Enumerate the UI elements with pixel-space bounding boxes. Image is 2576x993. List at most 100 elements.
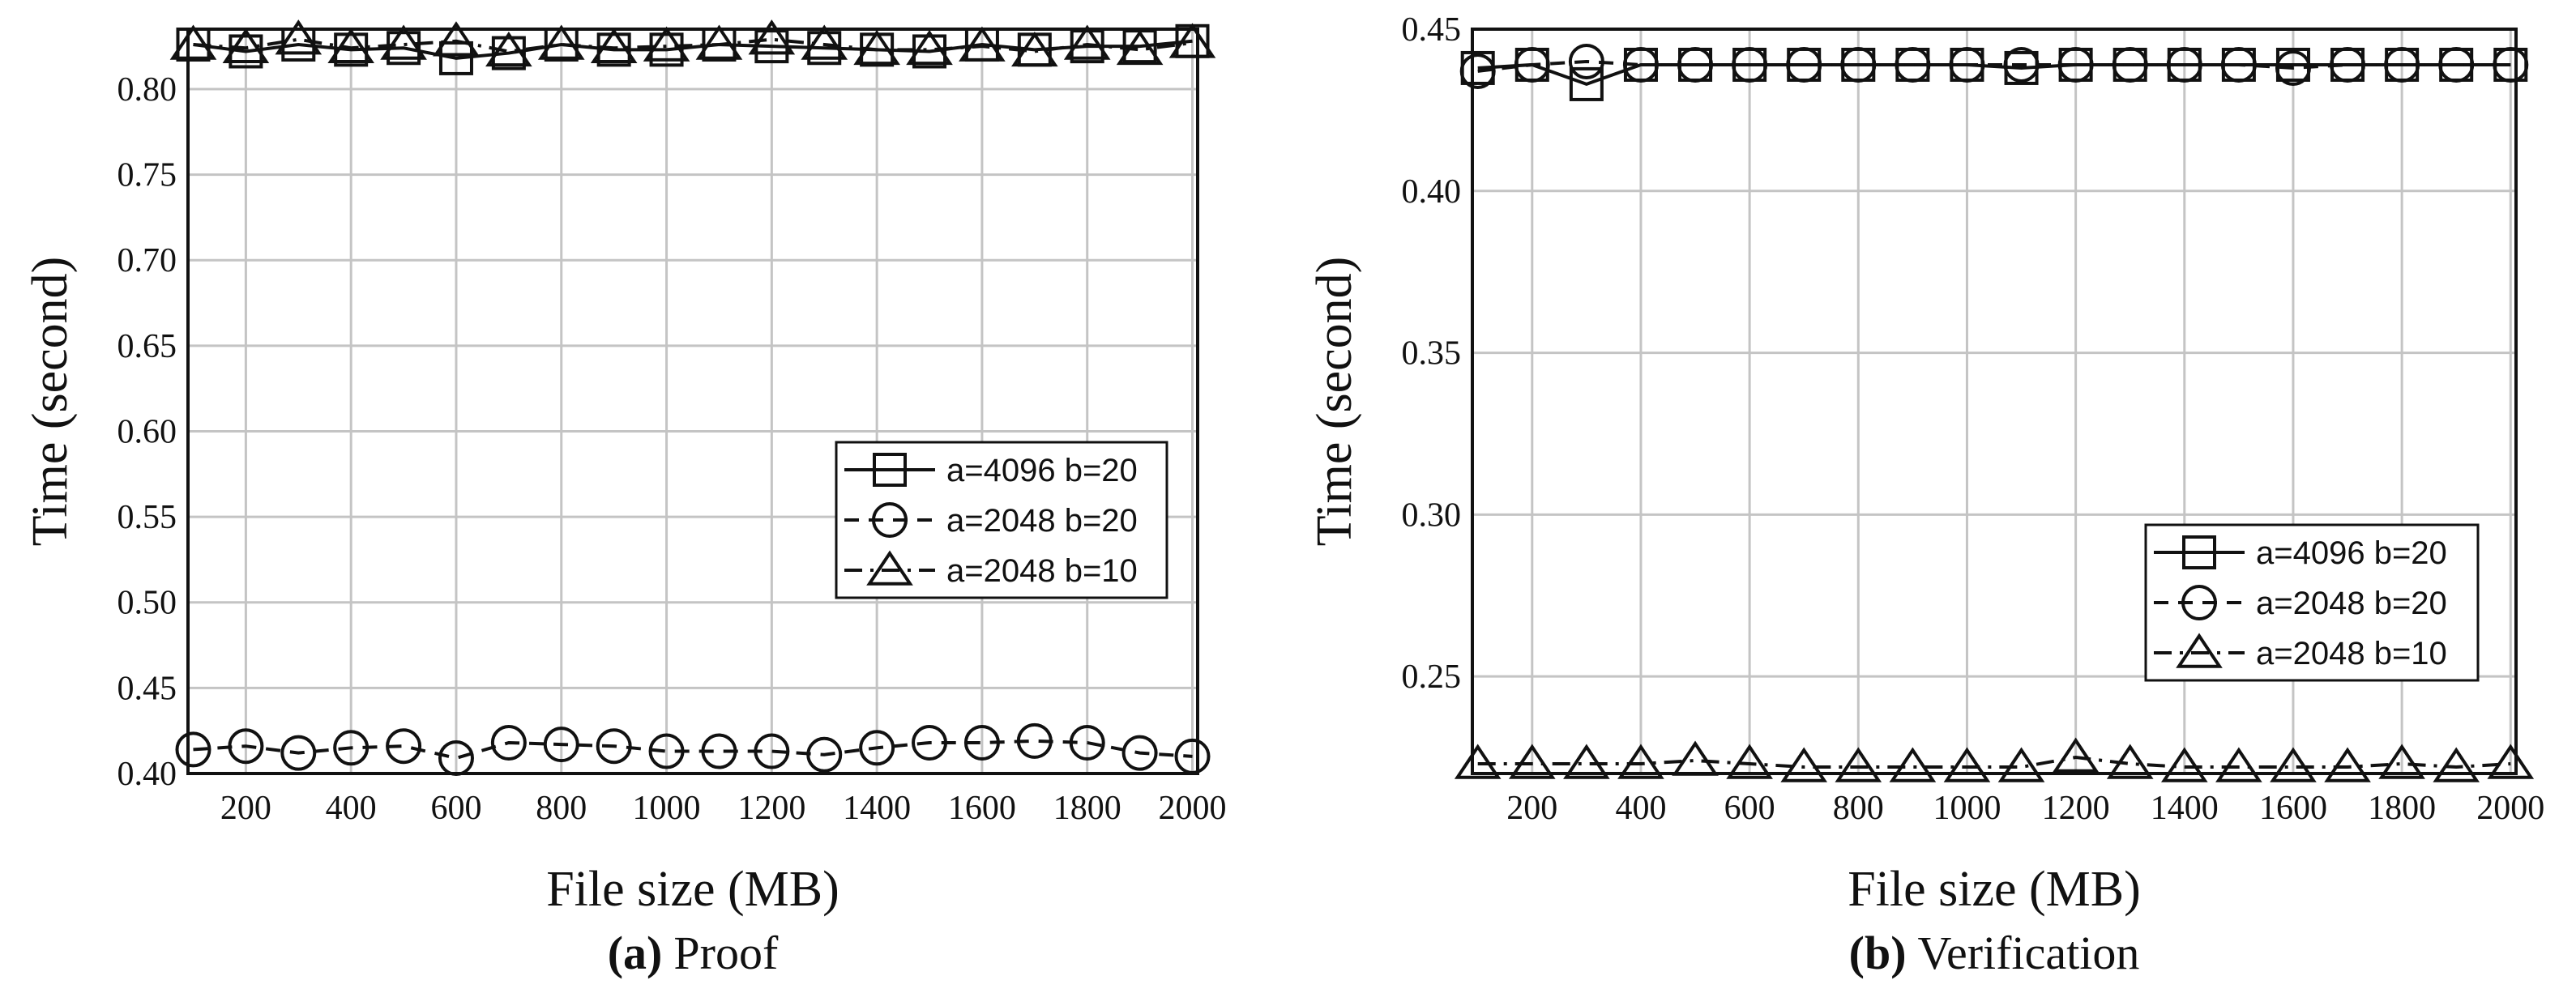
data-point-circle <box>2493 46 2529 83</box>
legend-label: a=4096 b=20 <box>946 453 1138 488</box>
legend-entry: a=2048 b=10 <box>844 550 1138 589</box>
x-tick-label: 1400 <box>843 790 911 827</box>
data-point-triangle <box>433 21 480 57</box>
data-point-triangle <box>1726 744 1773 779</box>
data-point-triangle <box>275 19 323 55</box>
legend-entry: a=2048 b=20 <box>2154 585 2447 621</box>
data-point-circle <box>543 727 579 763</box>
data-point-triangle <box>222 28 270 63</box>
legend-entry: a=2048 b=20 <box>844 502 1138 539</box>
x-tick-label: 600 <box>1724 790 1775 827</box>
x-tick-label: 600 <box>430 790 481 827</box>
data-point-triangle <box>1672 740 1719 776</box>
panel-caption: (b) Verification <box>1849 927 2140 979</box>
series-line <box>193 37 1193 53</box>
legend: a=4096 b=20 a=2048 b=20 a=2048 b=10 <box>835 441 1168 599</box>
data-point-circle <box>2003 46 2040 83</box>
proof-chart: 200 400 600 800 1000 1200 1400 1600 1800 2000 0.40… <box>23 19 1227 979</box>
y-tick-label: 0.35 <box>1402 335 1462 373</box>
x-axis-title: File size (MB) <box>1848 862 2141 917</box>
x-tick-label: 1600 <box>2259 790 2327 827</box>
y-tick-label: 0.70 <box>117 242 177 279</box>
legend-label: a=4096 b=20 <box>2256 535 2447 571</box>
data-point-triangle <box>380 24 427 60</box>
data-point-triangle <box>1889 747 1937 782</box>
data-point-circle <box>596 728 632 765</box>
data-point-square <box>912 34 947 69</box>
caption-letter: (a) <box>608 927 663 979</box>
caption-text: Verification <box>1918 927 2140 979</box>
x-axis-title: File size (MB) <box>546 862 839 917</box>
x-tick-label: 200 <box>220 790 271 827</box>
data-point-triangle <box>1454 744 1502 779</box>
x-tick-label: 800 <box>1833 790 1884 827</box>
data-point-triangle <box>537 24 585 60</box>
data-point-circle <box>963 724 1000 761</box>
data-point-circle <box>2330 46 2366 83</box>
legend-label: a=2048 b=10 <box>946 553 1138 589</box>
data-point-circle <box>1840 46 1877 83</box>
data-point-triangle <box>2270 747 2317 782</box>
y-tick-label: 0.40 <box>117 756 177 793</box>
data-point-square <box>596 32 631 67</box>
x-tick-label: 1000 <box>633 790 701 827</box>
data-point-triangle <box>485 31 532 67</box>
data-point-circle <box>2438 46 2475 83</box>
legend-entry: a=4096 b=20 <box>844 453 1138 488</box>
y-axis-title: Time (second) <box>23 257 78 547</box>
plot-frame <box>1471 28 2518 775</box>
legend-circle-marker <box>872 502 908 538</box>
data-point-triangle <box>327 28 374 63</box>
data-point-circle <box>701 733 737 769</box>
data-point-triangle <box>801 24 848 60</box>
data-point-triangle <box>590 28 638 63</box>
y-tick-label: 0.55 <box>117 499 177 536</box>
data-point-circle <box>175 731 211 768</box>
data-point-square <box>1569 66 1604 101</box>
x-tick-label: 1000 <box>1933 790 2001 827</box>
data-point-circle <box>1786 46 1822 83</box>
x-tick-label: 1800 <box>2368 790 2436 827</box>
y-axis-title: Time (second) <box>1313 257 1362 547</box>
data-point-square <box>438 40 473 75</box>
y-tick-label: 0.45 <box>117 670 177 707</box>
data-point-triangle <box>2052 737 2100 773</box>
legend-entry: a=2048 b=10 <box>2154 633 2447 671</box>
data-point-triangle <box>1063 24 1111 60</box>
y-tick-label: 0.75 <box>117 157 177 194</box>
data-point-circle <box>754 733 790 769</box>
data-point-circle <box>1514 46 1550 83</box>
series-line <box>193 739 1193 761</box>
data-point-triangle <box>1116 29 1164 66</box>
data-point-circle <box>1174 738 1211 774</box>
legend-circle-marker <box>2181 585 2217 620</box>
data-point-triangle <box>1780 747 1828 782</box>
legend-label: a=2048 b=20 <box>2256 586 2447 621</box>
legend-entry: a=4096 b=20 <box>2154 535 2447 571</box>
data-point-circle <box>2220 46 2257 83</box>
caption-text: Proof <box>673 927 779 979</box>
data-point-triangle <box>748 19 796 55</box>
data-point-circle <box>648 733 685 769</box>
caption-letter: (b) <box>1849 927 1907 979</box>
data-point-circle <box>1677 46 1714 83</box>
data-point-circle <box>2166 46 2202 83</box>
data-point-triangle <box>169 24 217 60</box>
y-tick-label: 0.60 <box>117 413 177 450</box>
data-point-triangle <box>2160 747 2208 782</box>
data-point-circle <box>1016 722 1053 759</box>
data-point-triangle <box>643 26 690 62</box>
data-point-circle <box>333 730 370 766</box>
data-point-circle <box>386 728 422 765</box>
data-point-triangle <box>959 26 1006 62</box>
x-tick-label: 2000 <box>1159 790 1227 827</box>
series-square <box>1460 47 2528 101</box>
series-line <box>1477 756 2511 769</box>
x-tick-label: 400 <box>326 790 377 827</box>
data-point-triangle <box>2324 747 2371 782</box>
data-point-triangle <box>1997 747 2045 782</box>
x-tick-label: 1800 <box>1053 790 1121 827</box>
panel-caption: (a) Proof <box>608 927 779 979</box>
data-point-triangle <box>2106 744 2154 779</box>
x-tick-label: 1600 <box>948 790 1016 827</box>
